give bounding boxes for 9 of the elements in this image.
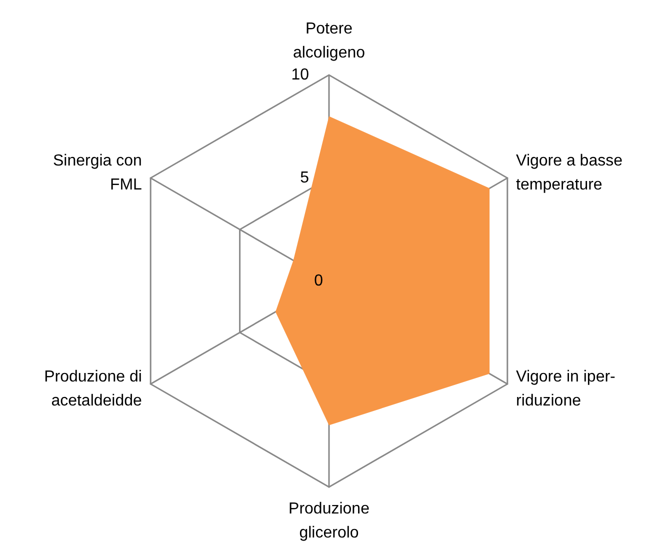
spoke-label: Potere alcoligeno bbox=[292, 20, 366, 62]
y-tick-label: 0 bbox=[314, 272, 324, 290]
y-tick-label: 10 bbox=[291, 66, 310, 84]
spoke-label: Vigore in iper-riduzione bbox=[516, 368, 616, 410]
spoke-label: Vigore a basse temperature bbox=[516, 152, 623, 194]
spoke-label: Produzione glicerolo bbox=[288, 500, 370, 542]
y-tick-label: 5 bbox=[300, 170, 310, 186]
spoke-label: Sinergia con FML bbox=[52, 152, 142, 194]
spoke-label: Produzione di acetaldeidde bbox=[44, 368, 142, 410]
